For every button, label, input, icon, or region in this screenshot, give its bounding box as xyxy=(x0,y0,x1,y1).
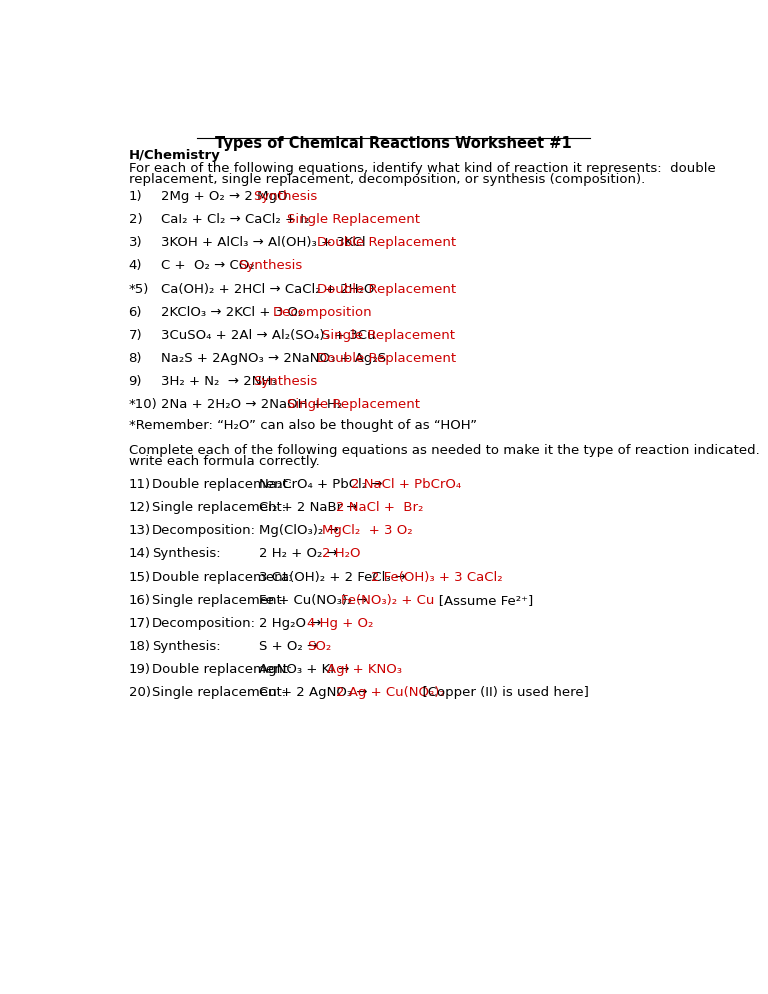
Text: Double Replacement: Double Replacement xyxy=(316,282,455,295)
Text: H/Chemistry: H/Chemistry xyxy=(128,149,220,162)
Text: 3KOH + AlCl₃ → Al(OH)₃ + 3KCl: 3KOH + AlCl₃ → Al(OH)₃ + 3KCl xyxy=(161,237,366,249)
Text: 14): 14) xyxy=(128,548,151,561)
Text: 2 NaCl + PbCrO₄: 2 NaCl + PbCrO₄ xyxy=(351,478,461,491)
Text: C +  O₂ → CO₂: C + O₂ → CO₂ xyxy=(161,259,255,272)
Text: 2Na + 2H₂O → 2NaOH + H₂: 2Na + 2H₂O → 2NaOH + H₂ xyxy=(161,398,343,412)
Text: Synthesis: Synthesis xyxy=(253,190,317,203)
Text: Decomposition: Decomposition xyxy=(273,305,372,319)
Text: Double replacement:: Double replacement: xyxy=(152,478,292,491)
Text: MgCl₂  + 3 O₂: MgCl₂ + 3 O₂ xyxy=(322,524,412,538)
Text: 16): 16) xyxy=(128,593,151,606)
Text: 2 Hg₂O →: 2 Hg₂O → xyxy=(259,616,321,630)
Text: Cl₂ + 2 NaBr →: Cl₂ + 2 NaBr → xyxy=(259,501,357,514)
Text: 13): 13) xyxy=(128,524,151,538)
Text: Synthesis:: Synthesis: xyxy=(152,548,220,561)
Text: [Copper (II) is used here]: [Copper (II) is used here] xyxy=(413,686,588,699)
Text: Single replacement:: Single replacement: xyxy=(152,593,286,606)
Text: 2 H₂O: 2 H₂O xyxy=(322,548,360,561)
Text: Single Replacement: Single Replacement xyxy=(287,398,420,412)
Text: 2KClO₃ → 2KCl + 3 O₂: 2KClO₃ → 2KCl + 3 O₂ xyxy=(161,305,303,319)
Text: Cu + 2 AgNO₃ →: Cu + 2 AgNO₃ → xyxy=(259,686,367,699)
Text: Na₂CrO₄ + PbCl₂ →: Na₂CrO₄ + PbCl₂ → xyxy=(259,478,382,491)
Text: Synthesis:: Synthesis: xyxy=(152,640,220,653)
Text: 2Mg + O₂ → 2 MgO: 2Mg + O₂ → 2 MgO xyxy=(161,190,287,203)
Text: Decomposition:: Decomposition: xyxy=(152,616,256,630)
Text: 7): 7) xyxy=(128,329,142,342)
Text: Types of Chemical Reactions Worksheet #1: Types of Chemical Reactions Worksheet #1 xyxy=(215,136,572,151)
Text: Synthesis: Synthesis xyxy=(239,259,303,272)
Text: Single Replacement: Single Replacement xyxy=(322,329,455,342)
Text: S + O₂ →: S + O₂ → xyxy=(259,640,318,653)
Text: 4 Hg + O₂: 4 Hg + O₂ xyxy=(307,616,373,630)
Text: 1): 1) xyxy=(128,190,142,203)
Text: CaI₂ + Cl₂ → CaCl₂ + I₂: CaI₂ + Cl₂ → CaCl₂ + I₂ xyxy=(161,214,310,227)
Text: write each formula correctly.: write each formula correctly. xyxy=(128,455,319,468)
Text: 2 H₂ + O₂ →: 2 H₂ + O₂ → xyxy=(259,548,337,561)
Text: 3H₂ + N₂  → 2NH₃: 3H₂ + N₂ → 2NH₃ xyxy=(161,375,276,388)
Text: 2 Fe(OH)₃ + 3 CaCl₂: 2 Fe(OH)₃ + 3 CaCl₂ xyxy=(371,571,502,583)
Text: Fe + Cu(NO₃)₂ →: Fe + Cu(NO₃)₂ → xyxy=(259,593,368,606)
Text: 3CuSO₄ + 2Al → Al₂(SO₄)₃ + 3Cu: 3CuSO₄ + 2Al → Al₂(SO₄)₃ + 3Cu xyxy=(161,329,376,342)
Text: Synthesis: Synthesis xyxy=(253,375,317,388)
Text: 11): 11) xyxy=(128,478,151,491)
Text: Double replacement:: Double replacement: xyxy=(152,663,292,676)
Text: *5): *5) xyxy=(128,282,149,295)
Text: *Remember: “H₂O” can also be thought of as “HOH”: *Remember: “H₂O” can also be thought of … xyxy=(128,418,477,431)
Text: Double replacement:: Double replacement: xyxy=(152,571,292,583)
Text: 17): 17) xyxy=(128,616,151,630)
Text: [Assume Fe²⁺]: [Assume Fe²⁺] xyxy=(409,593,533,606)
Text: Complete each of the following equations as needed to make it the type of reacti: Complete each of the following equations… xyxy=(128,444,768,457)
Text: 20): 20) xyxy=(128,686,151,699)
Text: Fe(NO₃)₂ + Cu: Fe(NO₃)₂ + Cu xyxy=(341,593,435,606)
Text: Double Replacement: Double Replacement xyxy=(316,352,455,365)
Text: 3): 3) xyxy=(128,237,142,249)
Text: Na₂S + 2AgNO₃ → 2NaNO₃ + Ag₂S: Na₂S + 2AgNO₃ → 2NaNO₃ + Ag₂S xyxy=(161,352,386,365)
Text: 18): 18) xyxy=(128,640,151,653)
Text: 19): 19) xyxy=(128,663,151,676)
Text: AgNO₃ + KI →: AgNO₃ + KI → xyxy=(259,663,349,676)
Text: Single Replacement: Single Replacement xyxy=(287,214,420,227)
Text: 4): 4) xyxy=(128,259,142,272)
Text: Decomposition:: Decomposition: xyxy=(152,524,256,538)
Text: Double Replacement: Double Replacement xyxy=(316,237,455,249)
Text: 12): 12) xyxy=(128,501,151,514)
Text: AgI + KNO₃: AgI + KNO₃ xyxy=(326,663,402,676)
Text: 3 Ca(OH)₂ + 2 FeCl₃ →: 3 Ca(OH)₂ + 2 FeCl₃ → xyxy=(259,571,406,583)
Text: 8): 8) xyxy=(128,352,142,365)
Text: Ca(OH)₂ + 2HCl → CaCl₂ + 2H₂O: Ca(OH)₂ + 2HCl → CaCl₂ + 2H₂O xyxy=(161,282,375,295)
Text: 15): 15) xyxy=(128,571,151,583)
Text: 2): 2) xyxy=(128,214,142,227)
Text: 6): 6) xyxy=(128,305,142,319)
Text: 2 NaCl +  Br₂: 2 NaCl + Br₂ xyxy=(336,501,424,514)
Text: replacement, single replacement, decomposition, or synthesis (composition).: replacement, single replacement, decompo… xyxy=(128,173,645,186)
Text: For each of the following equations, identify what kind of reaction it represent: For each of the following equations, ide… xyxy=(128,162,715,175)
Text: Mg(ClO₃)₂ →: Mg(ClO₃)₂ → xyxy=(259,524,339,538)
Text: Single replacement:: Single replacement: xyxy=(152,501,286,514)
Text: *10): *10) xyxy=(128,398,157,412)
Text: 9): 9) xyxy=(128,375,142,388)
Text: Single replacement:: Single replacement: xyxy=(152,686,286,699)
Text: 2 Ag + Cu(NO₃)₂: 2 Ag + Cu(NO₃)₂ xyxy=(336,686,445,699)
Text: SO₂: SO₂ xyxy=(307,640,331,653)
